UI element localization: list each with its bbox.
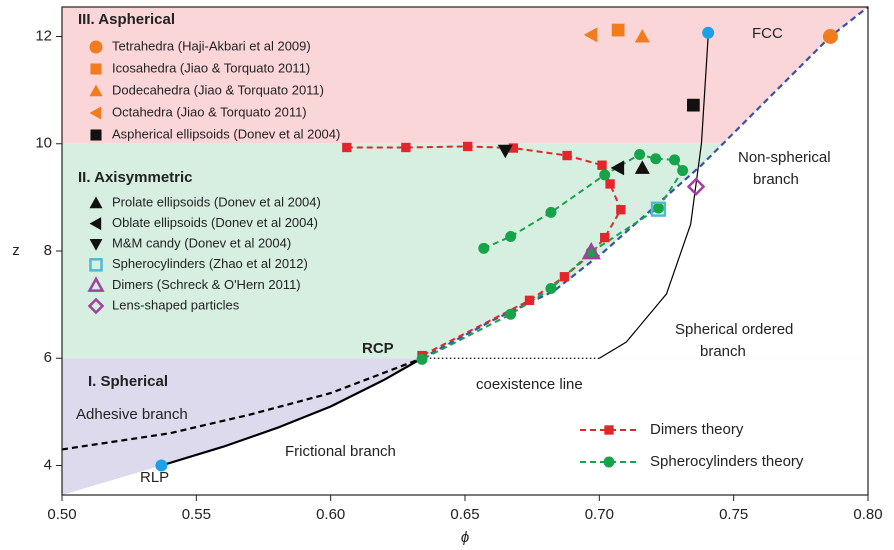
y-tick-label: 8 <box>44 242 52 259</box>
marker <box>505 308 517 320</box>
marker <box>505 231 517 243</box>
annotation: Adhesive branch <box>76 406 188 423</box>
marker <box>562 150 572 161</box>
marker <box>605 179 615 189</box>
legend-label: Octahedra (Jiao & Torquato 2011) <box>112 104 307 119</box>
marker <box>650 153 662 165</box>
legend-label: Lens-shaped particles <box>112 297 240 312</box>
annotation: FCC <box>752 25 783 42</box>
x-tick-label: 0.50 <box>47 506 76 523</box>
marker <box>89 84 103 97</box>
marker <box>89 258 103 272</box>
legend-label: Dimers theory <box>650 421 744 438</box>
marker <box>87 276 105 292</box>
marker <box>89 239 103 251</box>
marker <box>616 205 626 215</box>
legend-label: Tetrahedra (Haji-Akbari et al 2009) <box>112 38 311 53</box>
marker <box>634 160 650 174</box>
annotation: Non-spherical <box>738 149 831 166</box>
marker <box>463 141 473 152</box>
marker <box>634 28 650 43</box>
marker <box>702 26 715 39</box>
legend-label: Spherocylinders (Zhao et al 2012) <box>112 256 308 271</box>
marker <box>342 142 352 153</box>
series-line <box>61 357 423 451</box>
marker <box>508 143 519 153</box>
marker <box>686 98 700 112</box>
marker <box>597 160 607 170</box>
marker <box>89 196 103 209</box>
marker <box>545 206 557 218</box>
marker <box>497 144 513 159</box>
marker <box>652 202 664 214</box>
region-label: I. Spherical <box>88 373 168 390</box>
marker <box>611 23 625 37</box>
x-axis-label: ϕ <box>461 529 469 546</box>
marker <box>90 63 102 75</box>
y-tick-label: 12 <box>35 27 52 44</box>
annotation: branch <box>753 171 799 188</box>
legend-label: Oblate ellipsoids (Donev et al 2004) <box>112 215 318 230</box>
region-label: III. Aspherical <box>78 11 175 28</box>
x-tick-label: 0.80 <box>853 506 882 523</box>
marker <box>677 165 689 177</box>
marker <box>155 459 168 472</box>
annotation: RLP <box>140 469 169 486</box>
marker <box>610 160 625 176</box>
marker <box>524 295 535 306</box>
series-line <box>599 36 709 359</box>
y-tick-label: 6 <box>44 349 52 366</box>
x-tick-label: 0.60 <box>316 506 345 523</box>
annotation: Spherical ordered <box>675 321 793 338</box>
marker <box>599 169 611 181</box>
marker <box>545 283 557 295</box>
marker <box>89 40 103 54</box>
marker <box>581 241 601 260</box>
marker <box>87 297 105 315</box>
legend-label: Icosahedra (Jiao & Torquato 2011) <box>112 60 310 75</box>
legend-label: Spherocylinders theory <box>650 453 804 470</box>
marker <box>634 148 646 160</box>
y-tick-label: 10 <box>35 135 52 152</box>
marker <box>669 154 681 166</box>
legend-label: Dodecahedra (Jiao & Torquato 2011) <box>112 82 324 97</box>
marker <box>604 425 614 435</box>
marker <box>686 177 706 196</box>
region-aspherical <box>62 7 868 144</box>
marker <box>90 129 102 141</box>
region-outside <box>422 7 868 359</box>
x-tick-label: 0.70 <box>585 506 614 523</box>
x-tick-label: 0.75 <box>719 506 748 523</box>
series-line <box>161 357 423 467</box>
annotation: branch <box>700 343 746 360</box>
x-tick-label: 0.65 <box>450 506 479 523</box>
annotation: Frictional branch <box>285 443 396 460</box>
marker <box>478 242 490 254</box>
annotation: RCP <box>362 340 394 357</box>
legend-label: Prolate ellipsoids (Donev et al 2004) <box>112 194 321 209</box>
region-label: II. Axisymmetric <box>78 169 193 186</box>
marker <box>822 28 838 44</box>
legend-label: M&M candy (Donev et al 2004) <box>112 236 291 251</box>
marker <box>600 232 610 243</box>
y-axis-label: z <box>12 242 20 259</box>
legend-label: Dimers (Schreck & O'Hern 2011) <box>112 277 301 292</box>
x-tick-label: 0.55 <box>182 506 211 523</box>
marker <box>401 142 411 153</box>
annotation: coexistence line <box>476 376 583 393</box>
marker <box>603 456 615 468</box>
marker <box>89 106 102 120</box>
region-spherical <box>62 358 423 495</box>
marker <box>650 201 667 217</box>
marker <box>89 217 102 231</box>
y-tick-label: 4 <box>44 456 52 473</box>
marker <box>559 272 570 282</box>
marker <box>416 353 428 365</box>
marker <box>583 27 598 43</box>
legend-label: Aspherical ellipsoids (Donev et al 2004) <box>112 126 340 141</box>
